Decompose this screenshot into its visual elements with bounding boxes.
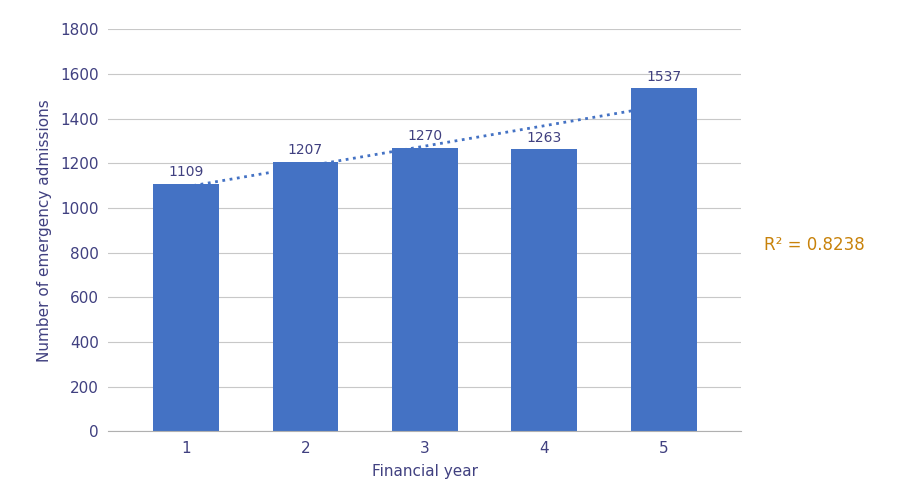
Text: R² = 0.8238: R² = 0.8238 (763, 236, 863, 254)
Text: 1537: 1537 (646, 70, 681, 84)
Bar (511, 149, 576, 431)
Text: 1109: 1109 (168, 165, 203, 179)
Text: 1207: 1207 (287, 143, 322, 157)
Bar (154, 184, 219, 431)
Bar (392, 147, 457, 431)
Text: 1263: 1263 (526, 131, 562, 145)
Y-axis label: Number of emergency admissions: Number of emergency admissions (37, 99, 51, 362)
Bar (630, 88, 695, 431)
Text: 1270: 1270 (407, 129, 442, 143)
Bar (273, 162, 338, 431)
X-axis label: Financial year: Financial year (371, 464, 478, 479)
